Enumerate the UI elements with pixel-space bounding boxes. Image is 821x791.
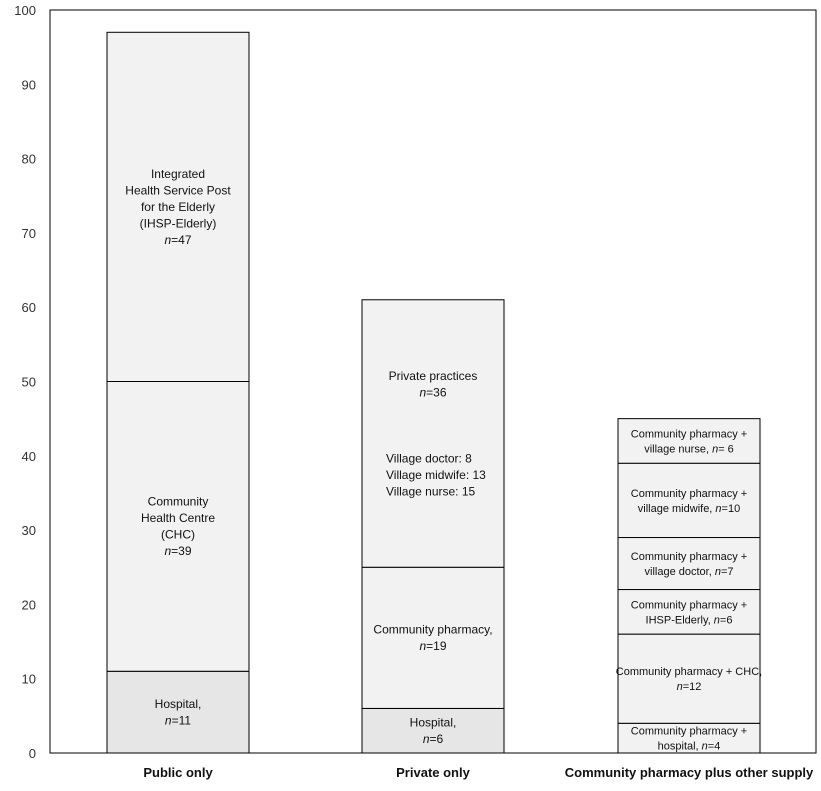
bar-segment	[106, 670, 250, 754]
y-tick-label: 80	[22, 152, 36, 167]
bar-segment-label: Community	[148, 495, 209, 509]
bar-segment-label: Village nurse: 15	[386, 484, 476, 498]
bar-segment-label: Community pharmacy +	[631, 726, 747, 738]
bar-segment-label: Integrated	[151, 167, 205, 181]
bar-segment-label: Community pharmacy +	[631, 599, 747, 611]
bar-segment-label: Hospital,	[410, 715, 457, 729]
bar-segment-label: (CHC)	[161, 528, 195, 542]
bar-segment-label: n=39	[164, 544, 191, 558]
bar-segment-label: Private practices	[389, 369, 478, 383]
bar-segment	[361, 566, 505, 709]
bar-segment-label: IHSP-Elderly, n=6	[646, 614, 733, 626]
bar-segment-label: Community pharmacy,	[373, 623, 492, 637]
bar-segment-label: Community pharmacy +	[631, 428, 747, 440]
bar-segment	[617, 462, 761, 539]
bar-segment-label: Community pharmacy +	[631, 488, 747, 500]
bar-segment	[617, 589, 761, 635]
bar-segment-label: Village midwife: 13	[386, 468, 486, 482]
bar-segment-label: Health Service Post	[125, 183, 231, 197]
bar-segment-label: (IHSP-Elderly)	[140, 216, 217, 230]
y-tick-label: 90	[22, 77, 36, 92]
bar-segment	[106, 31, 250, 382]
y-tick-label: 50	[22, 375, 36, 390]
bar-segment-label: Village doctor: 8	[386, 451, 472, 465]
bar-segment-label: n=12	[677, 681, 702, 693]
bar-segment-label: Hospital,	[155, 697, 202, 711]
bar-segment	[106, 381, 250, 672]
y-tick-label: 10	[22, 672, 36, 687]
x-category-label: Public only	[143, 765, 213, 780]
bar-segment	[617, 537, 761, 591]
bar-segment	[617, 633, 761, 724]
bar-segment-label: village doctor, n=7	[645, 566, 734, 578]
bar-segment	[617, 418, 761, 464]
y-tick-label: 40	[22, 449, 36, 464]
bar-segment-label: n=11	[165, 713, 191, 727]
bar-segment-label: hospital, n=4	[658, 741, 721, 753]
bar-segment	[361, 707, 505, 754]
bar-segment-label: Community pharmacy +	[631, 551, 747, 563]
bar-segment-label: Health Centre	[141, 511, 215, 525]
y-tick-label: 60	[22, 300, 36, 315]
y-tick-label: 0	[29, 746, 36, 761]
y-tick-label: 20	[22, 597, 36, 612]
y-tick-label: 100	[14, 3, 36, 18]
x-category-label: Community pharmacy plus other supply	[565, 765, 814, 780]
bar-segment-label: n=6	[423, 732, 444, 746]
y-tick-label: 70	[22, 226, 36, 241]
bar-segment-label: Community pharmacy + CHC,	[616, 666, 762, 678]
bar-segment-label: village midwife, n=10	[638, 503, 740, 515]
x-category-label: Private only	[396, 765, 470, 780]
bar-segment-label: n=36	[419, 385, 446, 399]
bar-segment-label: village nurse, n= 6	[644, 443, 734, 455]
bar-segment-label: n=19	[419, 639, 446, 653]
bar-segment	[361, 299, 505, 568]
y-tick-label: 30	[22, 523, 36, 538]
bar-segment-label: n=47	[164, 233, 191, 247]
bar-segment-label: for the Elderly	[141, 200, 215, 214]
